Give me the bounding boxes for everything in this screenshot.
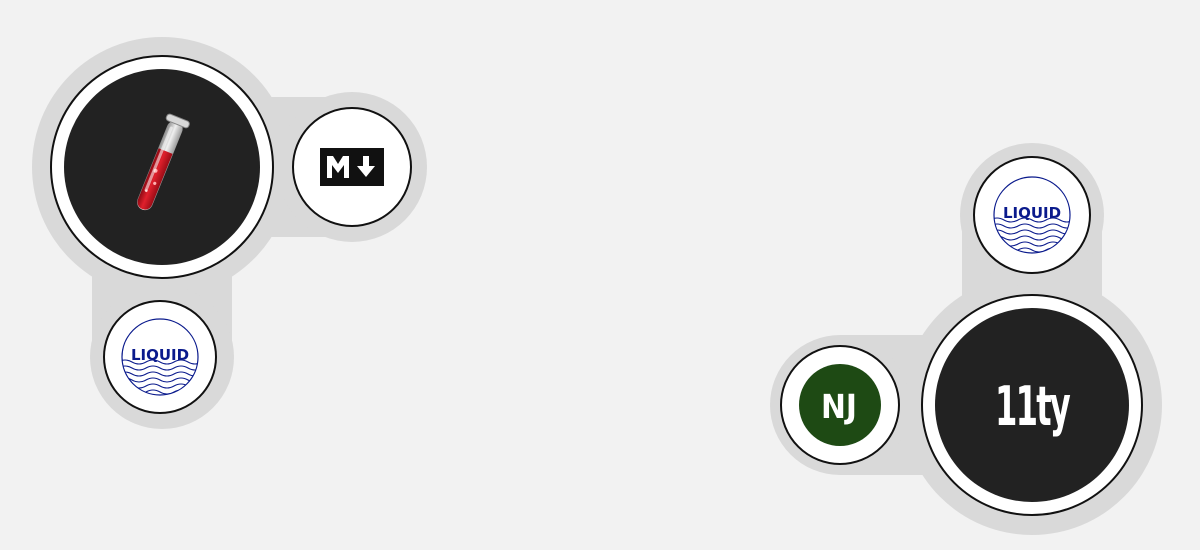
main-engine-node[interactable] (50, 55, 274, 279)
liquid-label: LIQUID (131, 346, 189, 364)
nunjucks-label: NJ (821, 387, 857, 426)
markdown-icon (320, 148, 384, 186)
liquid-label: LIQUID (1003, 204, 1061, 222)
eleventy-icon: 11ty (995, 375, 1071, 438)
right-cluster: 11ty LIQUID NJ (770, 143, 1162, 535)
liquid-node-left[interactable]: LIQUID (103, 300, 217, 414)
liquid-icon: LIQUID (121, 318, 199, 396)
markdown-node[interactable] (292, 107, 412, 227)
liquid-icon: LIQUID (993, 176, 1071, 254)
nunjucks-icon (799, 364, 881, 446)
main-engine-node-11ty[interactable]: 11ty (921, 294, 1143, 516)
liquid-node-right[interactable]: LIQUID (973, 156, 1091, 274)
nunjucks-node[interactable]: NJ (780, 345, 900, 465)
test-tube-icon (137, 113, 190, 211)
left-cluster: LIQUID (32, 37, 427, 429)
